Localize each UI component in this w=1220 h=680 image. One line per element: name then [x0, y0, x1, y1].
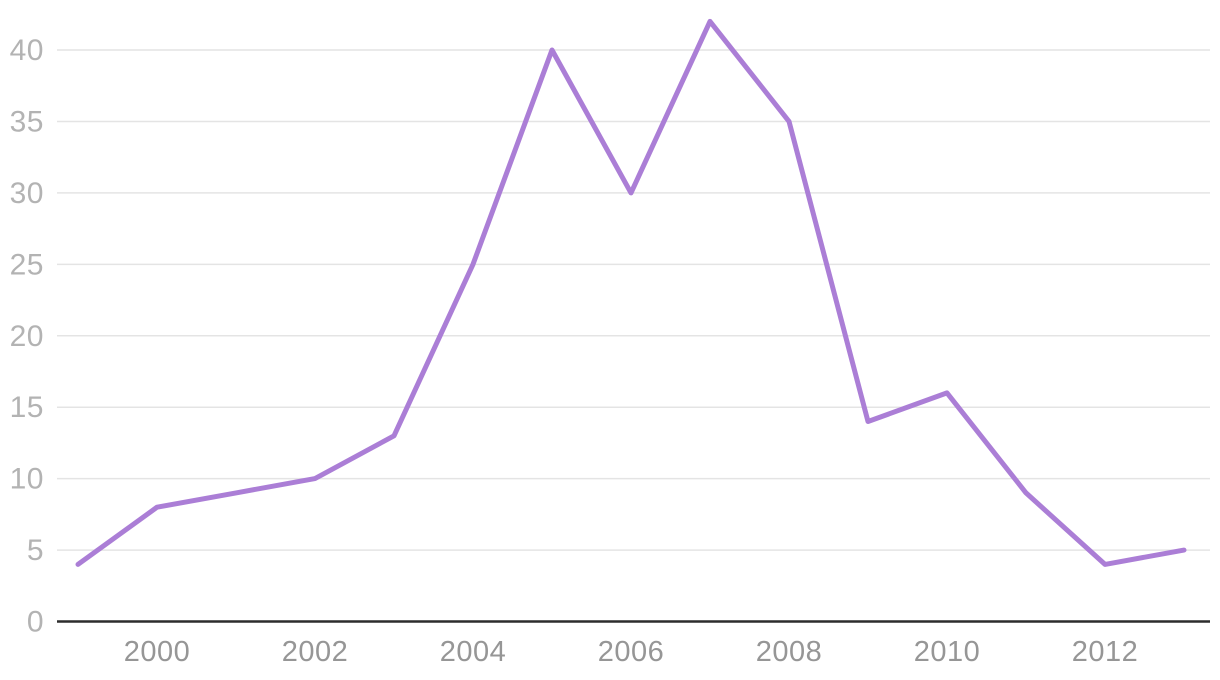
x-axis-tick-label: 2000	[124, 636, 191, 668]
x-axis-tick-label: 2006	[598, 636, 665, 668]
y-axis-tick-label: 20	[10, 320, 44, 353]
x-axis-tick-label: 2002	[282, 636, 349, 668]
y-axis-tick-label: 0	[27, 606, 44, 639]
x-axis-tick-label: 2004	[440, 636, 507, 668]
y-axis-tick-label: 40	[10, 34, 44, 67]
y-axis-tick-label: 30	[10, 177, 44, 210]
y-axis-tick-label: 35	[10, 105, 44, 138]
x-axis-tick-label: 2010	[914, 636, 981, 668]
x-axis-tick-label: 2012	[1072, 636, 1139, 668]
data-series-line	[75, 18, 1187, 567]
y-axis-tick-label: 10	[10, 463, 44, 496]
y-axis-tick-label: 25	[10, 248, 44, 281]
y-axis-tick-label: 5	[27, 534, 44, 567]
y-axis-tick-label: 15	[10, 391, 44, 424]
x-axis-tick-label: 2008	[756, 636, 823, 668]
